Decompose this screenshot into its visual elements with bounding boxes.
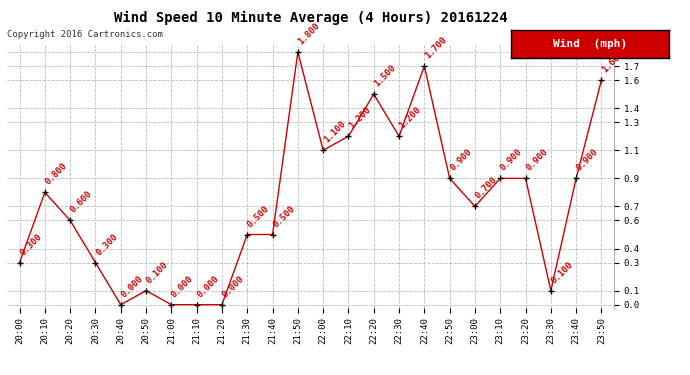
- Text: 0.900: 0.900: [499, 147, 524, 173]
- Text: 0.900: 0.900: [575, 147, 600, 173]
- Text: 0.000: 0.000: [119, 274, 145, 299]
- Text: Wind  (mph): Wind (mph): [553, 39, 627, 49]
- Text: 0.800: 0.800: [43, 162, 69, 187]
- Text: Wind Speed 10 Minute Average (4 Hours) 20161224: Wind Speed 10 Minute Average (4 Hours) 2…: [114, 11, 507, 26]
- Text: 0.900: 0.900: [524, 147, 549, 173]
- Text: 0.100: 0.100: [549, 260, 575, 285]
- Text: 0.500: 0.500: [246, 204, 271, 229]
- Text: 0.700: 0.700: [473, 176, 499, 201]
- Text: 1.800: 1.800: [297, 21, 322, 46]
- Text: 0.600: 0.600: [69, 189, 94, 215]
- Text: 0.300: 0.300: [94, 232, 119, 257]
- Text: 1.100: 1.100: [322, 119, 347, 145]
- Text: 1.500: 1.500: [373, 63, 397, 88]
- Text: 1.200: 1.200: [397, 105, 423, 131]
- Text: 0.300: 0.300: [18, 232, 43, 257]
- Text: 0.100: 0.100: [145, 260, 170, 285]
- Text: 0.000: 0.000: [170, 274, 195, 299]
- Text: 0.500: 0.500: [271, 204, 297, 229]
- Text: 1.600: 1.600: [600, 49, 625, 75]
- Text: 0.000: 0.000: [221, 274, 246, 299]
- Text: 0.000: 0.000: [195, 274, 221, 299]
- Text: 0.900: 0.900: [448, 147, 473, 173]
- Text: Copyright 2016 Cartronics.com: Copyright 2016 Cartronics.com: [7, 30, 163, 39]
- Text: 1.200: 1.200: [347, 105, 373, 131]
- Text: 1.700: 1.700: [423, 35, 448, 60]
